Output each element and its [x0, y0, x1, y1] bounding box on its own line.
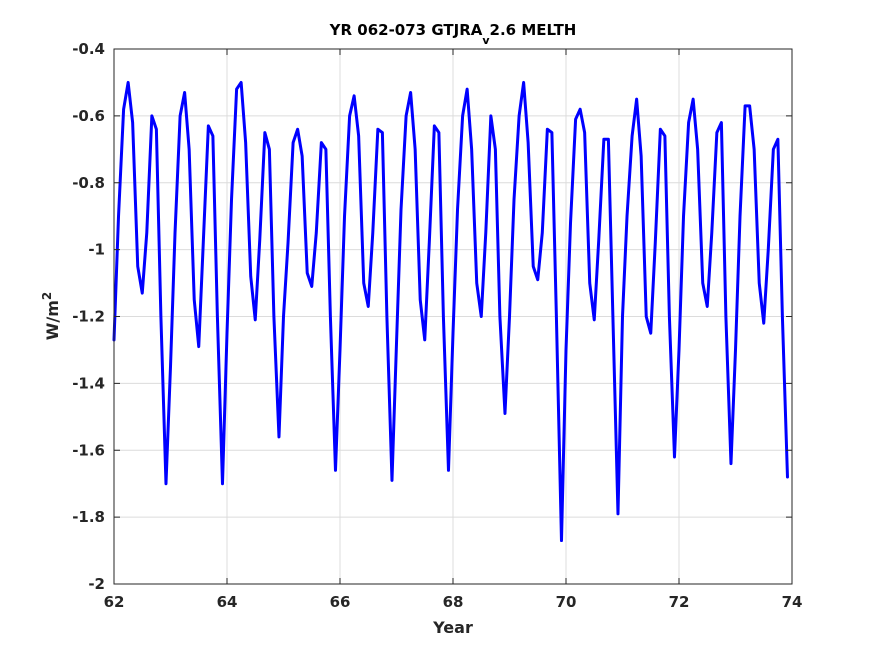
y-axis-label: W/m2 [40, 292, 62, 341]
y-tick-label: -1.4 [72, 374, 105, 392]
x-tick-label: 70 [556, 593, 577, 611]
x-tick-label: 62 [104, 593, 125, 611]
chart-title-tail: 2.6 MELTH [490, 21, 577, 39]
chart-title-subscript: v [482, 34, 490, 47]
chart-title: YR 062-073 GTJRAv2.6 MELTH [329, 21, 577, 47]
y-tick-label: -1.8 [72, 508, 105, 526]
y-tick-label: -2 [88, 575, 105, 593]
y-tick-label: -1.2 [72, 308, 105, 326]
x-tick-label: 66 [330, 593, 351, 611]
series-line-1 [112, 80, 789, 543]
y-axis-label-superscript: 2 [40, 292, 54, 300]
x-tick-label: 64 [217, 593, 238, 611]
y-axis-label-base: W/m [43, 300, 62, 340]
x-tick-label: 74 [782, 593, 803, 611]
tick-layer: 62 64 66 68 70 72 74 -2 -1.8 -1.6 -1.4 -1.2 -1 -0.8 -0… [72, 40, 802, 611]
series-layer [112, 80, 789, 543]
x-tick-label: 68 [443, 593, 464, 611]
x-axis-label: Year [432, 618, 473, 637]
chart-title-main: YR 062-073 GTJRA [329, 21, 483, 39]
y-tick-label: -0.4 [72, 40, 105, 58]
y-tick-label: -1.6 [72, 441, 105, 459]
y-tick-label: -0.6 [72, 107, 105, 125]
y-tick-label: -0.8 [72, 174, 105, 192]
y-tick-label: -1 [88, 241, 105, 259]
x-tick-label: 72 [669, 593, 690, 611]
